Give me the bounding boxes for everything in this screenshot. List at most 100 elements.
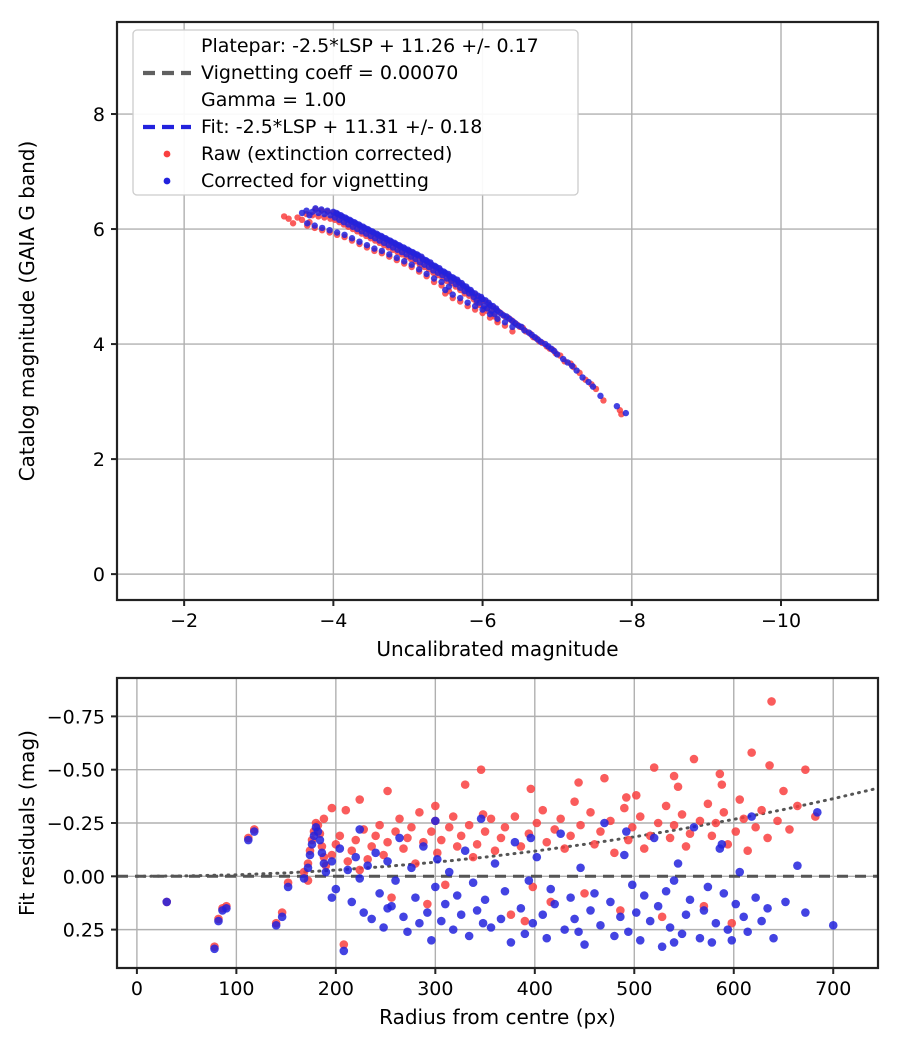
series-corrected <box>162 808 838 956</box>
data-point <box>735 795 745 804</box>
data-point <box>433 854 442 864</box>
data-point <box>490 846 500 856</box>
data-point <box>711 918 721 928</box>
data-point <box>452 281 459 288</box>
data-point <box>586 808 595 817</box>
data-point <box>315 209 322 217</box>
data-point <box>460 846 470 856</box>
y-tick-label: 6 <box>93 219 105 241</box>
data-point <box>596 921 605 930</box>
y-tick-label: −0.75 <box>47 706 105 728</box>
data-point <box>520 929 530 939</box>
data-point <box>343 865 353 875</box>
data-point <box>573 367 580 374</box>
plot-area-photometry-calibration <box>280 205 630 418</box>
data-point <box>566 831 575 841</box>
x-tick-label: 100 <box>218 978 254 1000</box>
ticks-photometry-calibration: −2 −4 −6 −8 −10 0 2 4 6 8 <box>93 104 801 632</box>
data-point <box>438 278 445 286</box>
data-point <box>627 880 637 890</box>
data-point <box>355 874 365 883</box>
data-point <box>739 814 749 824</box>
data-point <box>486 310 494 318</box>
data-point <box>363 241 371 249</box>
legend-entry-label: Raw (extinction corrected) <box>201 143 452 165</box>
x-tick-label: 400 <box>517 978 553 1000</box>
data-point <box>367 914 376 924</box>
data-point <box>516 903 526 913</box>
data-point <box>610 931 619 941</box>
data-point <box>355 825 365 834</box>
data-point <box>399 844 408 853</box>
data-point <box>528 918 538 928</box>
data-point <box>564 359 571 366</box>
data-point <box>351 852 361 862</box>
y-axis-label: Fit residuals (mag) <box>15 730 39 916</box>
data-point <box>703 799 713 809</box>
legend-dot-swatch <box>163 177 171 185</box>
x-tick-label: −4 <box>319 610 347 632</box>
data-point <box>448 925 458 934</box>
data-point <box>415 918 424 928</box>
data-point <box>510 812 520 821</box>
data-point <box>627 822 637 832</box>
data-point <box>452 891 462 900</box>
data-point <box>580 889 589 898</box>
data-point <box>280 213 288 220</box>
data-point <box>456 831 466 841</box>
data-point <box>464 299 471 306</box>
data-point <box>707 938 717 947</box>
data-point <box>379 850 388 860</box>
data-point <box>210 944 219 954</box>
data-point <box>304 220 311 227</box>
data-point <box>751 822 760 832</box>
data-point <box>371 848 380 858</box>
curve-vignetting-curve <box>135 787 875 878</box>
data-point <box>639 844 649 853</box>
x-axis-label: Uncalibrated magnitude <box>376 637 618 661</box>
data-point <box>509 328 516 335</box>
data-point <box>739 912 749 922</box>
data-point <box>437 916 446 926</box>
data-point <box>532 818 542 828</box>
x-tick-label: 0 <box>131 978 143 1000</box>
data-point <box>773 816 782 826</box>
data-point <box>371 831 380 841</box>
data-point <box>542 837 552 847</box>
data-point <box>556 814 565 824</box>
data-point <box>339 946 349 956</box>
data-point <box>568 362 576 370</box>
y-tick-label: 8 <box>93 104 105 126</box>
data-point <box>590 889 599 898</box>
legend-entry-label: Fit: -2.5*LSP + 11.31 +/- 0.18 <box>201 116 482 138</box>
x-tick-label: −6 <box>469 610 497 632</box>
data-point <box>457 294 464 302</box>
x-tick-label: −8 <box>618 610 646 632</box>
data-point <box>476 814 486 824</box>
data-point <box>570 797 579 806</box>
data-point <box>433 848 442 858</box>
data-point <box>793 801 802 811</box>
data-point <box>448 812 458 821</box>
data-point <box>501 319 509 326</box>
data-point <box>600 773 609 783</box>
data-point <box>763 903 772 913</box>
data-point <box>457 284 464 291</box>
data-point <box>785 825 794 834</box>
data-point <box>415 808 424 817</box>
data-point <box>597 392 604 400</box>
data-point <box>222 903 231 913</box>
data-point <box>719 808 729 817</box>
data-point <box>437 835 446 845</box>
data-point <box>500 886 510 896</box>
data-point <box>596 827 605 836</box>
data-point <box>546 884 556 894</box>
ticks-fit-residuals: 0 100 200 300 400 500 600 700 0.25 0.00 −0.25 −0.50… <box>47 706 852 1000</box>
data-point <box>335 844 345 853</box>
data-point <box>657 912 667 922</box>
x-tick-label: −2 <box>170 610 198 632</box>
x-tick-label: 200 <box>318 978 354 1000</box>
data-point <box>516 842 526 851</box>
data-point <box>743 846 752 856</box>
data-point <box>550 899 559 909</box>
